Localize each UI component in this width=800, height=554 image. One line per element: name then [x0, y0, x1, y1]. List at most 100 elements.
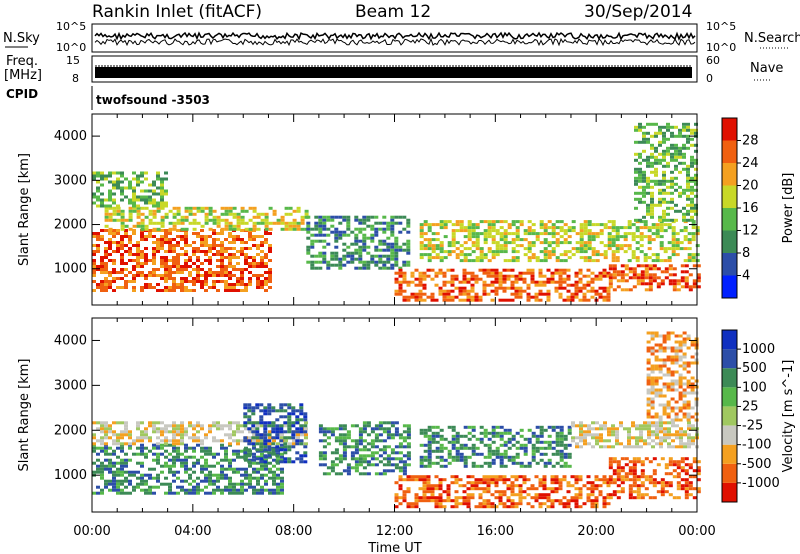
- velocity-colorbar-label: 25: [742, 399, 759, 414]
- velocity-cell: [124, 479, 128, 483]
- velocity-cell: [255, 421, 260, 425]
- power-cell: [108, 174, 112, 178]
- velocity-cell: [628, 469, 633, 473]
- velocity-colorbar-frame: [721, 329, 738, 503]
- velocity-cell: [120, 482, 124, 486]
- power-cell: [658, 143, 662, 147]
- power-colorbar-label: 12: [742, 224, 759, 239]
- velocity-cell: [224, 488, 228, 492]
- velocity-cell: [346, 433, 351, 437]
- power-cell: [486, 268, 491, 272]
- power-cell: [100, 271, 104, 274]
- velocity-cell: [674, 400, 679, 404]
- velocity-cell: [430, 490, 435, 494]
- velocity-cell: [378, 421, 383, 425]
- velocity-cell: [651, 433, 655, 437]
- power-cell: [515, 250, 520, 254]
- velocity-cell: [267, 406, 272, 410]
- power-cell: [168, 289, 172, 292]
- power-cell: [402, 260, 407, 264]
- power-cell: [612, 270, 617, 274]
- power-cell: [607, 226, 612, 230]
- power-cell: [140, 253, 144, 256]
- power-cell: [144, 206, 149, 210]
- velocity-cell: [650, 388, 655, 392]
- power-cell: [386, 257, 391, 261]
- power-cell: [172, 250, 176, 253]
- velocity-cell: [547, 461, 552, 465]
- power-cell: [578, 298, 583, 302]
- power-cell: [108, 232, 112, 235]
- velocity-cell: [104, 436, 108, 440]
- velocity-cell: [683, 430, 687, 434]
- power-cell: [547, 232, 552, 236]
- power-cell: [474, 277, 479, 281]
- velocity-cell: [603, 421, 607, 425]
- power-cell: [196, 274, 200, 277]
- velocity-cell: [247, 421, 252, 425]
- velocity-cell: [402, 478, 407, 482]
- velocity-cell: [463, 425, 468, 429]
- power-cell: [487, 223, 492, 227]
- velocity-cell: [628, 490, 633, 494]
- power-cell: [503, 238, 508, 242]
- velocity-cell: [164, 439, 168, 443]
- power-cell: [224, 280, 228, 283]
- power-cell: [124, 250, 128, 253]
- power-cell: [152, 286, 156, 289]
- velocity-cell: [463, 446, 468, 450]
- power-cell: [690, 143, 694, 147]
- power-cell: [579, 244, 584, 248]
- velocity-cell: [499, 458, 504, 462]
- velocity-cell: [682, 343, 687, 347]
- velocity-cell: [303, 460, 308, 464]
- velocity-cell: [232, 485, 236, 489]
- power-cell: [455, 247, 460, 251]
- power-cell: [132, 204, 136, 208]
- freq-left-label-2: [MHz]: [4, 68, 42, 83]
- velocity-cell: [287, 430, 292, 434]
- power-cell: [342, 257, 347, 261]
- power-cell: [164, 201, 168, 205]
- power-cell: [374, 245, 379, 249]
- power-cell: [208, 212, 213, 216]
- power-cell: [410, 295, 415, 299]
- power-cell: [310, 260, 315, 264]
- power-cell: [662, 152, 666, 156]
- velocity-cell: [212, 491, 216, 495]
- power-cell: [666, 125, 670, 129]
- power-cell: [542, 280, 547, 284]
- power-cell: [306, 236, 311, 240]
- power-cell: [566, 283, 571, 287]
- power-cell: [494, 280, 499, 284]
- velocity-cell: [575, 424, 579, 428]
- velocity-cell: [666, 367, 671, 371]
- power-cell: [386, 221, 391, 225]
- power-cell: [224, 283, 228, 286]
- velocity-cell: [526, 493, 531, 497]
- velocity-cell: [354, 445, 359, 449]
- velocity-cell: [255, 457, 260, 461]
- velocity-cell: [406, 436, 411, 440]
- power-cell: [471, 250, 476, 254]
- velocity-cell: [547, 446, 552, 450]
- velocity-cell: [200, 439, 204, 443]
- velocity-cell: [686, 385, 691, 389]
- power-cell: [160, 244, 164, 247]
- power-cell: [442, 280, 447, 284]
- power-cell: [522, 271, 527, 275]
- power-cell: [646, 137, 650, 141]
- velocity-cell: [502, 478, 507, 482]
- power-cell: [470, 289, 475, 293]
- power-cell: [650, 134, 654, 138]
- velocity-colorbar-label: -100: [742, 438, 772, 453]
- power-cell: [646, 158, 650, 162]
- power-cell: [463, 259, 468, 263]
- power-cell: [459, 229, 464, 233]
- power-cell: [208, 235, 212, 238]
- velocity-cell: [628, 484, 633, 488]
- velocity-cell: [366, 421, 371, 425]
- velocity-cell: [358, 472, 363, 476]
- velocity-cell: [546, 499, 551, 503]
- velocity-cell: [291, 406, 296, 410]
